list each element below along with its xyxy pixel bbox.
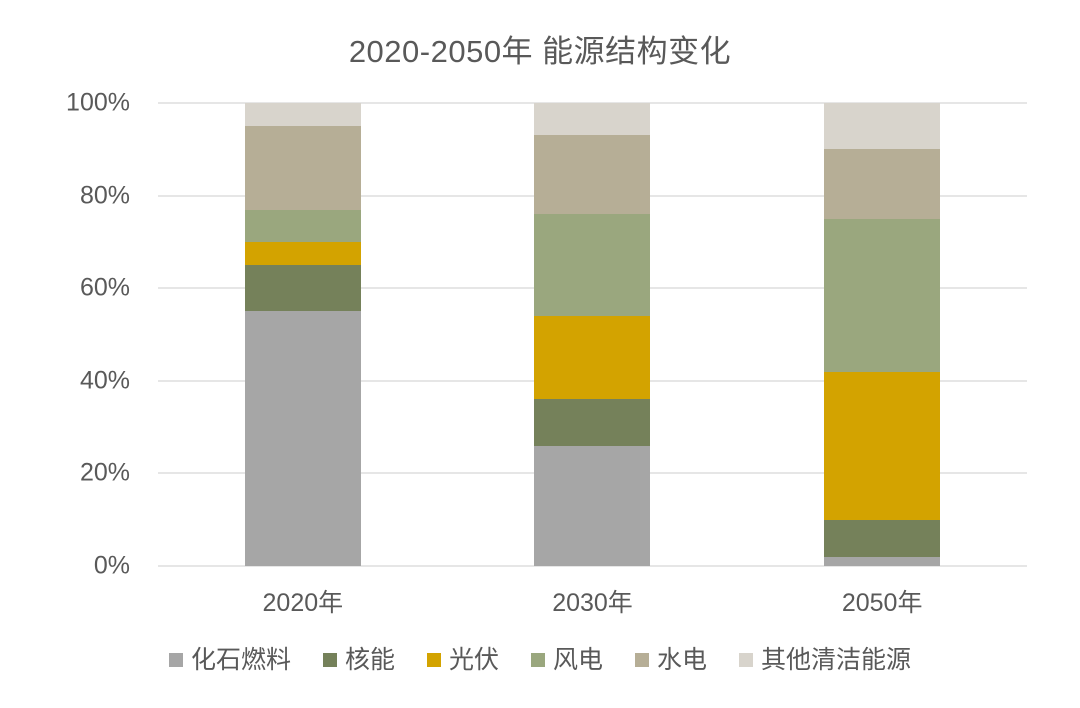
legend-item: 核能: [322, 645, 395, 675]
legend-label: 风电: [553, 646, 604, 674]
legend-item: 风电: [531, 645, 603, 675]
y-axis-tick-label: 60%: [79, 273, 130, 302]
legend-swatch-icon: [426, 653, 441, 667]
x-axis-category-label: 2050年: [841, 589, 923, 617]
legend-label: 光伏: [448, 646, 499, 674]
legend-item: 光伏: [426, 645, 499, 675]
bar-segment: [534, 103, 651, 136]
bar-segment: [534, 316, 651, 400]
legend-label: 水电: [657, 646, 708, 674]
bar-segment: [244, 241, 361, 266]
bar-segment: [534, 214, 651, 316]
y-axis-tick-label: 20%: [79, 458, 130, 487]
legend-item: 水电: [635, 645, 707, 675]
bar-segment: [824, 556, 941, 566]
stacked-bar: [824, 103, 941, 566]
bar-segment: [244, 311, 361, 566]
category-slot: [737, 103, 1027, 566]
legend-item: 化石燃料: [168, 645, 291, 675]
bar-segment: [824, 218, 941, 372]
plot-area: 0% 20% 40% 60% 80% 100% 2020年 2030年 2050年: [66, 90, 1027, 617]
y-axis-tick-label: 40%: [79, 366, 130, 395]
stacked-bar: [244, 103, 361, 566]
legend-swatch-icon: [531, 653, 545, 667]
legend-swatch-icon: [739, 653, 754, 667]
legend-label: 化石燃料: [190, 646, 291, 674]
x-axis-category-label: 2020年: [262, 589, 344, 617]
gridline: [158, 565, 1027, 567]
legend: 化石燃料 核能 光伏 风电 水电 其他清洁能源: [0, 645, 1080, 675]
stacked-bar: [534, 103, 651, 566]
bar-segment: [244, 126, 361, 210]
legend-swatch-icon: [322, 653, 337, 667]
bar-segment: [244, 209, 361, 242]
bar-segment: [534, 445, 651, 566]
legend-swatch-icon: [635, 653, 650, 667]
y-axis-tick-label: 0%: [93, 551, 130, 580]
bar-segment: [244, 265, 361, 312]
legend-label: 核能: [344, 646, 395, 674]
bar-segment: [824, 103, 941, 150]
bar-segment: [824, 149, 941, 219]
x-axis-category-label: 2030年: [552, 589, 633, 617]
gridline: [158, 102, 1027, 104]
legend-item: 其他清洁能源: [739, 645, 911, 675]
chart-title: 2020-2050年 能源结构变化: [348, 34, 732, 69]
bar-segment: [824, 371, 941, 520]
legend-swatch-icon: [168, 653, 183, 667]
legend-label: 其他清洁能源: [761, 646, 912, 674]
category-slot: [448, 103, 738, 566]
y-axis-tick-label: 100%: [66, 88, 130, 117]
bar-segment: [534, 135, 651, 215]
bar-segment: [824, 519, 941, 557]
bar-segment: [244, 103, 361, 127]
bar-segment: [534, 399, 651, 446]
y-axis-tick-label: 80%: [79, 181, 130, 210]
category-slot: [158, 103, 448, 566]
